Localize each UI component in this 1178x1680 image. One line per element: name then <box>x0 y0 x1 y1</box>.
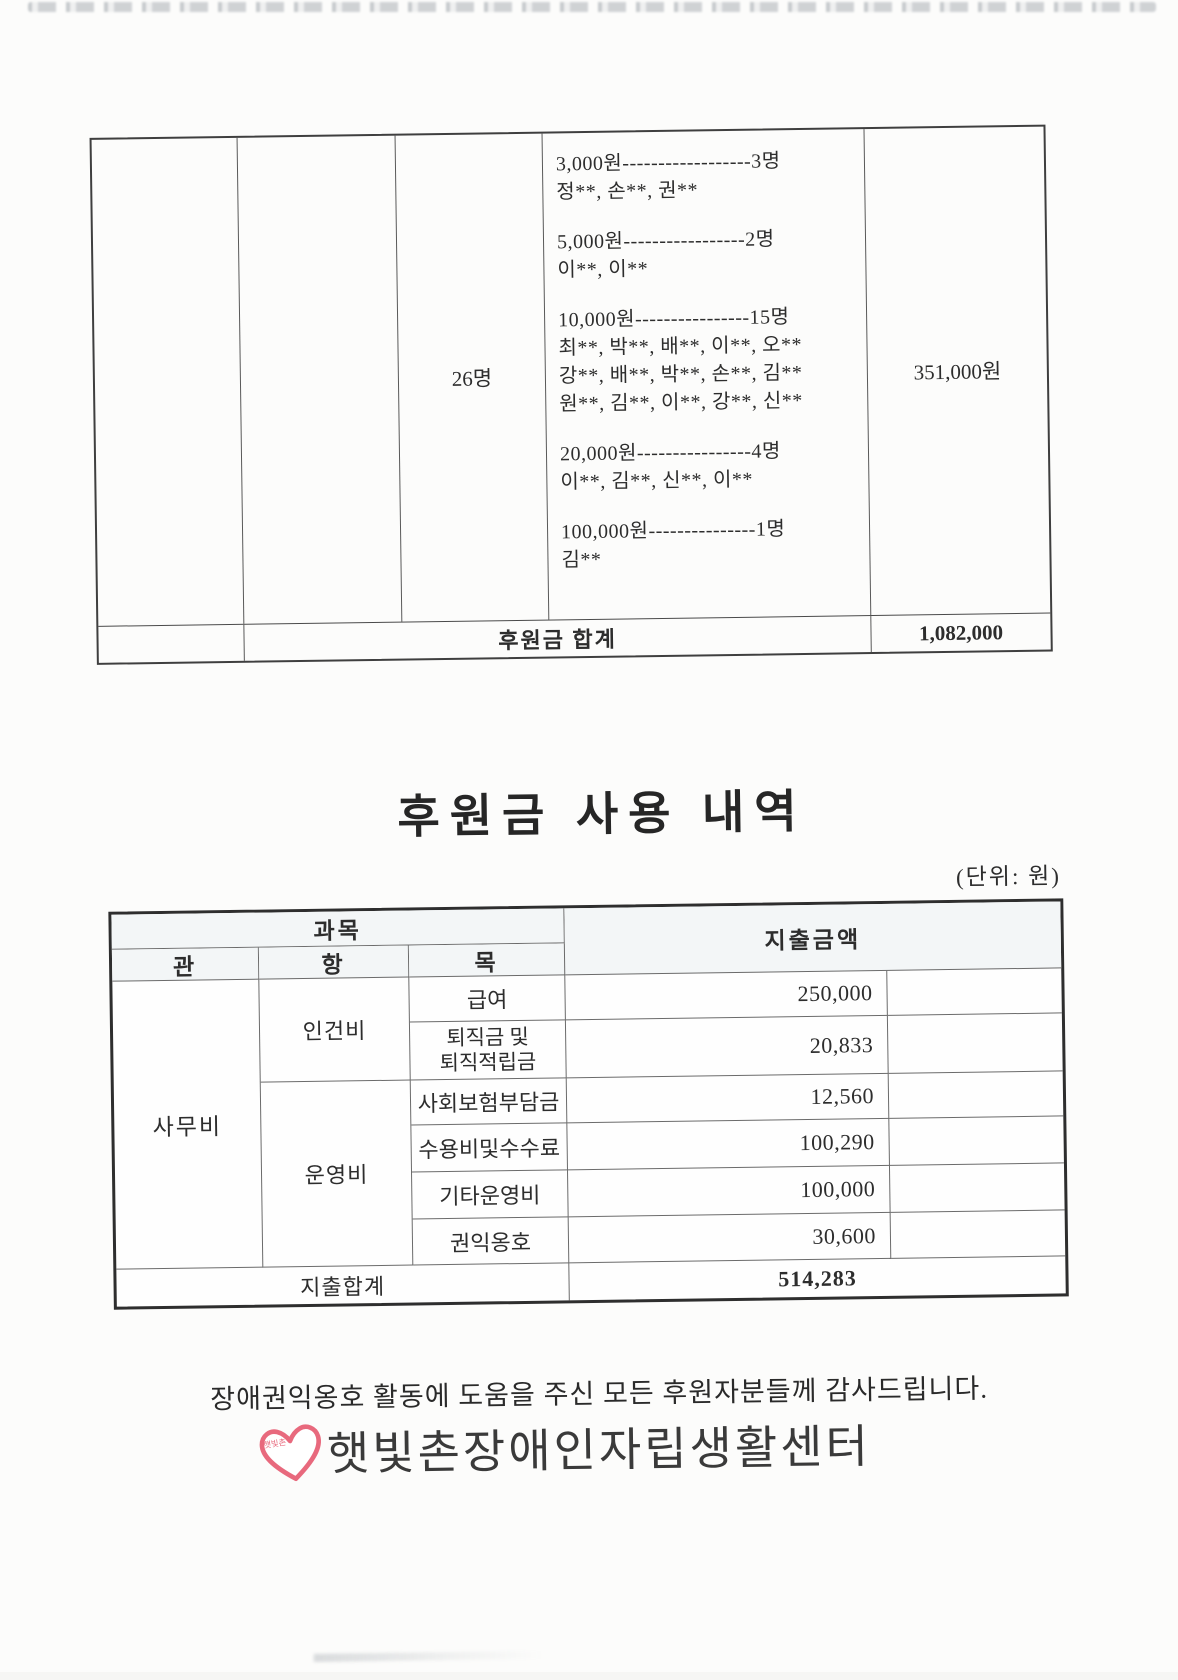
donation-detail-group: 100,000원---------------1명 김** <box>561 514 870 574</box>
page-title: 후원금 사용 내역 <box>397 785 807 843</box>
scan-artifact-top <box>28 2 1156 12</box>
donation-detail-line: 3,000원------------------3명 <box>555 150 781 176</box>
donation-detail-line: 정**, 손**, 권** <box>556 179 699 204</box>
spacer-cell <box>888 1071 1064 1119</box>
donation-detail-line: 이**, 이** <box>557 258 649 282</box>
org-name: 햇빛촌장애인자립생활센터 <box>326 1420 872 1480</box>
donation-detail-line: 20,000원----------------4명 <box>559 440 782 466</box>
amount-cell-retirement: 20,833 <box>565 1015 889 1079</box>
empty-cell-3 <box>98 624 245 663</box>
header-mok: 목 <box>408 943 566 978</box>
expenditure-table: 과목 지출금액 관 항 목 사무비 인건비 운영비 급여 250,000 퇴직금… <box>108 898 1069 1310</box>
donation-detail-group: 20,000원----------------4명 이**, 김**, 신**,… <box>560 436 869 496</box>
donation-detail-line: 5,000원-----------------2명 <box>556 228 775 254</box>
donation-detail-group: 10,000원----------------15명 최**, 박**, 배**… <box>558 302 868 418</box>
spacer-cell <box>890 1210 1066 1259</box>
gwan-cell-samubi: 사무비 <box>112 979 264 1270</box>
heart-inner-text: 햇빛촌 <box>263 1437 287 1450</box>
mok-cell-other-operating: 기타운영비 <box>412 1170 569 1220</box>
donation-detail-line: 10,000원----------------15명 <box>557 306 790 332</box>
mok-cell-salary: 급여 <box>409 975 566 1023</box>
amount-cell-fees: 100,290 <box>567 1118 890 1171</box>
donation-subtotal: 351,000원 <box>913 359 1002 385</box>
header-gwan: 관 <box>111 947 260 982</box>
donation-subtotal-cell: 351,000원 <box>864 127 1050 615</box>
empty-cell-1 <box>91 137 245 626</box>
donation-table-body-row: 26명 3,000원------------------3명 정**, 손**,… <box>91 127 1051 626</box>
spacer-cell <box>889 1116 1064 1166</box>
header-amount: 지출금액 <box>564 901 1062 976</box>
donation-detail-line: 100,000원---------------1명 <box>560 518 786 544</box>
mok-cell-social-insurance: 사회보험부담금 <box>410 1078 568 1126</box>
hang-cell-personnel: 인건비 <box>259 977 411 1083</box>
expenditure-total-amount: 514,283 <box>778 1264 857 1291</box>
spacer-cell <box>889 1163 1065 1213</box>
donation-total-amount: 1,082,000 <box>918 619 1004 645</box>
heart-outline <box>259 1424 322 1482</box>
heart-logo-icon: 햇빛촌 <box>259 1422 326 1485</box>
amount-cell-social-insurance: 12,560 <box>566 1073 890 1124</box>
donation-detail-line: 원**, 김**, 이**, 강**, 신** <box>559 389 803 416</box>
donation-detail-cell: 3,000원------------------3명 정**, 손**, 권**… <box>542 129 872 620</box>
spacer-cell <box>887 968 1062 1016</box>
empty-cell-2 <box>237 135 403 624</box>
donor-count-cell: 26명 <box>395 133 550 622</box>
header-hang: 항 <box>258 945 410 980</box>
donation-detail-line: 최**, 박**, 배**, 이**, 오** <box>558 333 803 360</box>
mok-cell-advocacy: 권익옹호 <box>412 1217 570 1266</box>
expenditure-total-label: 지출합계 <box>116 1263 570 1307</box>
mok-retirement-line2: 퇴직적립금 <box>439 1049 537 1075</box>
amount-cell-other-operating: 100,000 <box>568 1165 891 1218</box>
mok-cell-fees: 수용비및수수료 <box>411 1123 569 1173</box>
org-logo-line: 햇빛촌 햇빛촌장애인자립생활센터 <box>10 1406 1178 1488</box>
mok-retirement-line1: 퇴직금 및 <box>446 1024 530 1050</box>
donation-detail-line: 이**, 김**, 신**, 이** <box>560 468 754 494</box>
unit-note: (단위: 원) <box>955 863 1062 890</box>
donation-detail-group: 3,000원------------------3명 정**, 손**, 권** <box>556 146 865 206</box>
mok-cell-retirement: 퇴직금 및 퇴직적립금 <box>409 1020 567 1081</box>
spacer-cell <box>887 1013 1063 1074</box>
donation-detail-line: 강**, 배**, 박**, 손**, 김** <box>558 361 803 388</box>
amount-cell-salary: 250,000 <box>565 970 888 1021</box>
scan-artifact-bottom <box>313 1650 544 1662</box>
donation-detail-group: 5,000원-----------------2명 이**, 이** <box>557 224 866 284</box>
donor-count: 26명 <box>451 366 493 391</box>
donation-total-label: 후원금 합계 <box>244 616 872 661</box>
hang-cell-operating: 운영비 <box>260 1080 414 1268</box>
donation-detail-line: 김** <box>561 548 602 572</box>
donation-summary-table: 26명 3,000원------------------3명 정**, 손**,… <box>89 124 1053 665</box>
amount-cell-advocacy: 30,600 <box>568 1212 892 1264</box>
